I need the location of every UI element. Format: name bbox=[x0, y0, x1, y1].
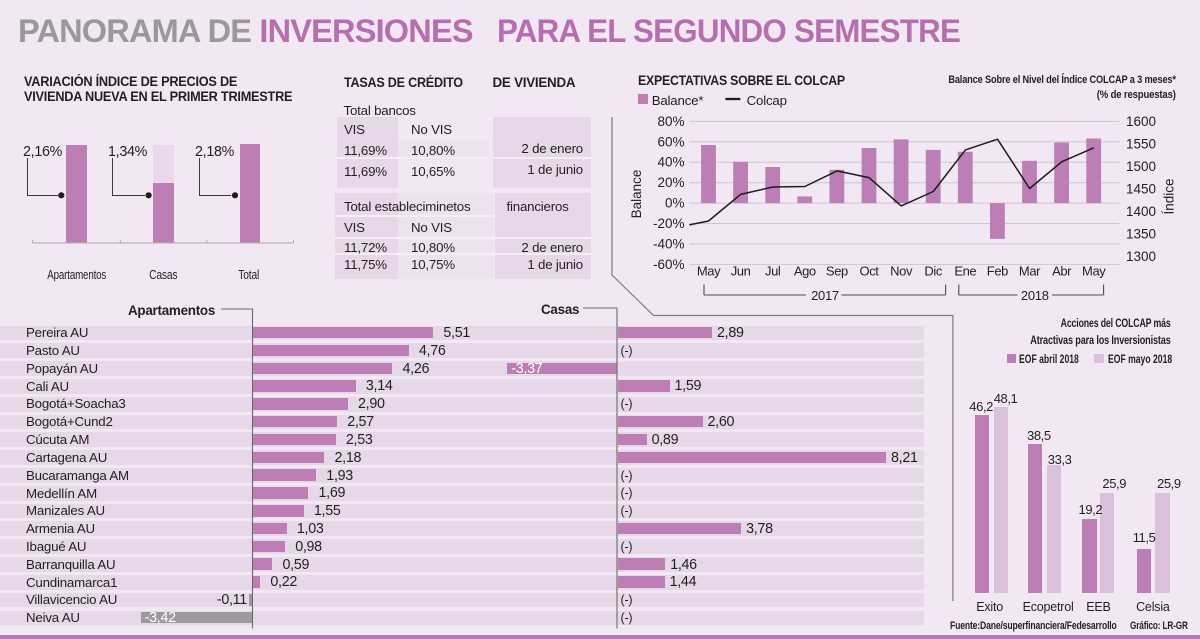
svg-text:1400: 1400 bbox=[1126, 204, 1156, 219]
svg-text:1600: 1600 bbox=[1126, 114, 1156, 129]
svg-text:Índice: Índice bbox=[1162, 178, 1177, 214]
svg-text:May: May bbox=[697, 263, 721, 278]
svg-text:-40%: -40% bbox=[653, 236, 685, 251]
svg-text:-20%: -20% bbox=[653, 216, 685, 231]
svg-text:Jul: Jul bbox=[765, 263, 781, 278]
svg-text:Ago: Ago bbox=[794, 263, 816, 278]
svg-text:May: May bbox=[1082, 263, 1106, 278]
svg-text:Dic: Dic bbox=[924, 263, 942, 278]
svg-text:-60%: -60% bbox=[653, 257, 685, 272]
svg-text:Nov: Nov bbox=[890, 263, 913, 278]
svg-text:2018: 2018 bbox=[1021, 288, 1049, 303]
svg-text:0%: 0% bbox=[665, 196, 685, 211]
svg-text:Abr: Abr bbox=[1052, 263, 1072, 278]
svg-text:1550: 1550 bbox=[1126, 137, 1156, 152]
svg-text:2017: 2017 bbox=[811, 288, 839, 303]
svg-text:60%: 60% bbox=[657, 134, 684, 149]
svg-text:Balance: Balance bbox=[629, 170, 644, 219]
svg-text:Mar: Mar bbox=[1019, 263, 1041, 278]
svg-text:Oct: Oct bbox=[859, 263, 879, 278]
svg-text:Sep: Sep bbox=[826, 263, 848, 278]
svg-text:40%: 40% bbox=[657, 155, 684, 170]
svg-text:1450: 1450 bbox=[1126, 182, 1156, 197]
svg-text:1350: 1350 bbox=[1126, 227, 1156, 242]
svg-text:Jun: Jun bbox=[731, 263, 751, 278]
svg-text:80%: 80% bbox=[657, 114, 684, 129]
svg-text:1500: 1500 bbox=[1126, 159, 1156, 174]
svg-text:20%: 20% bbox=[657, 175, 684, 190]
svg-text:Feb: Feb bbox=[987, 263, 1008, 278]
svg-text:Ene: Ene bbox=[954, 263, 976, 278]
svg-text:1300: 1300 bbox=[1126, 249, 1156, 264]
